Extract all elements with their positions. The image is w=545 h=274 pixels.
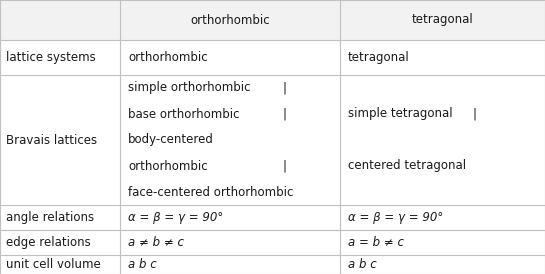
Text: a ≠ b ≠ c: a ≠ b ≠ c (128, 236, 184, 249)
Text: |: | (283, 81, 287, 95)
Text: unit cell volume: unit cell volume (6, 258, 101, 271)
Text: orthorhombic: orthorhombic (128, 51, 208, 64)
Text: tetragonal: tetragonal (348, 51, 410, 64)
Text: a b c: a b c (128, 258, 157, 271)
Text: a = b ≠ c: a = b ≠ c (348, 236, 404, 249)
Text: centered tetragonal: centered tetragonal (348, 159, 466, 173)
Text: simple tetragonal: simple tetragonal (348, 107, 453, 121)
Text: |: | (283, 107, 287, 121)
Text: α = β = γ = 90°: α = β = γ = 90° (128, 211, 223, 224)
Text: |: | (473, 107, 477, 121)
Bar (0, 0, 545, 40)
Text: simple orthorhombic: simple orthorhombic (128, 81, 251, 95)
Text: α = β = γ = 90°: α = β = γ = 90° (348, 211, 443, 224)
Text: angle relations: angle relations (6, 211, 94, 224)
Text: edge relations: edge relations (6, 236, 91, 249)
Text: tetragonal: tetragonal (411, 13, 474, 27)
Text: |: | (283, 159, 287, 173)
Text: face-centered orthorhombic: face-centered orthorhombic (128, 185, 293, 198)
Text: Bravais lattices: Bravais lattices (6, 133, 97, 147)
Text: a b c: a b c (348, 258, 377, 271)
Text: orthorhombic: orthorhombic (128, 159, 208, 173)
Text: base orthorhombic: base orthorhombic (128, 107, 239, 121)
Text: body-centered: body-centered (128, 133, 214, 147)
Text: lattice systems: lattice systems (6, 51, 96, 64)
Text: orthorhombic: orthorhombic (190, 13, 270, 27)
